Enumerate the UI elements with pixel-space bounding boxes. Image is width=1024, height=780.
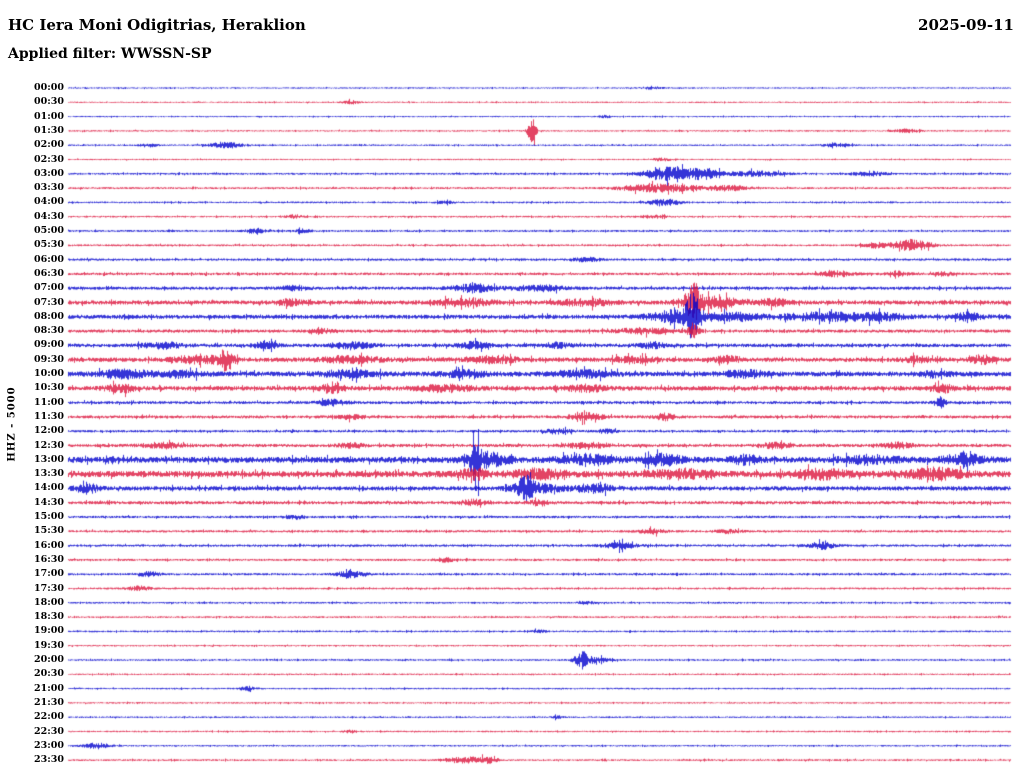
row-time-label: 11:00: [34, 396, 64, 408]
row-time-label: 17:00: [34, 568, 64, 580]
row-time-label: 07:30: [34, 296, 64, 308]
row-time-label: 02:30: [34, 153, 64, 165]
row-time-label: 00:30: [34, 96, 64, 108]
row-time-label: 20:00: [34, 654, 64, 665]
row-time-label: 13:30: [34, 468, 64, 480]
row-time-label: 05:30: [34, 239, 64, 251]
row-time-label: 09:30: [34, 353, 64, 365]
row-time-label: 03:30: [34, 182, 64, 194]
row-time-label: 04:00: [34, 196, 64, 208]
row-time-label: 10:30: [34, 382, 64, 394]
row-time-label: 16:30: [34, 553, 64, 565]
row-time-label: 18:00: [34, 596, 64, 608]
row-time-label: 23:00: [34, 739, 64, 751]
row-time-label: 02:00: [34, 139, 64, 151]
row-time-label: 01:00: [34, 110, 64, 122]
row-time-label: 15:30: [34, 525, 64, 537]
row-time-label: 20:30: [34, 668, 64, 680]
row-time-label: 10:00: [34, 368, 64, 379]
row-time-label: 00:00: [34, 82, 64, 93]
row-time-label: 05:00: [34, 225, 64, 236]
row-time-label: 08:00: [34, 310, 64, 322]
row-time-label: 16:00: [34, 539, 64, 551]
row-time-label: 21:30: [34, 696, 64, 708]
row-time-label: 06:00: [34, 253, 64, 265]
row-time-label: 13:00: [34, 453, 64, 465]
row-time-label: 07:00: [34, 282, 64, 294]
row-time-label: 15:00: [34, 511, 64, 522]
row-time-label: 19:00: [34, 625, 64, 637]
row-time-label: 22:30: [34, 725, 64, 737]
row-time-label: 03:00: [34, 167, 64, 179]
row-time-label: 14:30: [34, 496, 64, 508]
row-time-label: 06:30: [34, 267, 64, 279]
row-time-label: 19:30: [34, 639, 64, 651]
row-time-label: 17:30: [34, 582, 64, 594]
row-time-label: 09:00: [34, 339, 64, 351]
row-time-label: 14:00: [34, 482, 64, 494]
row-time-label: 04:30: [34, 210, 64, 222]
row-time-label: 18:30: [34, 611, 64, 623]
row-time-label: 08:30: [34, 325, 64, 337]
row-time-label: 11:30: [34, 410, 64, 422]
row-time-label: 21:00: [34, 682, 64, 694]
row-time-label: 12:00: [34, 425, 64, 437]
row-time-label: 23:30: [34, 754, 64, 766]
row-time-label: 12:30: [34, 439, 64, 451]
row-time-label: 22:00: [34, 711, 64, 723]
row-time-label: 01:30: [34, 124, 64, 136]
